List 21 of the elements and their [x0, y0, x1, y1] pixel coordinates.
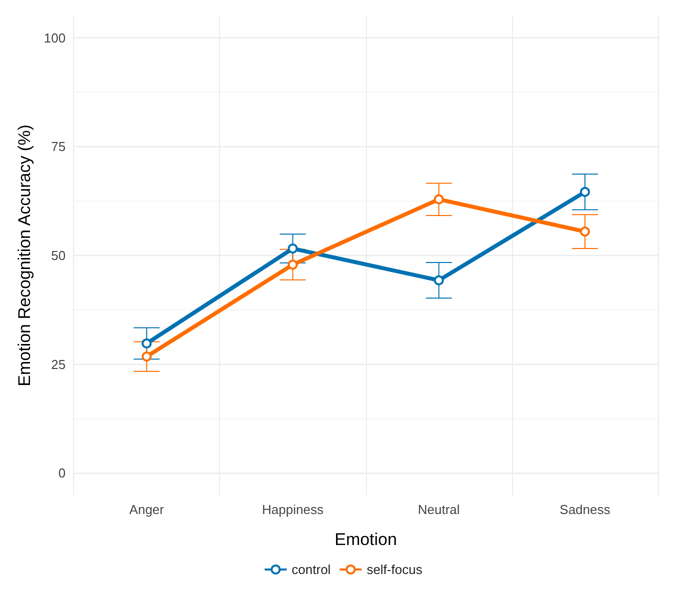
- y-tick-label: 100: [44, 30, 66, 46]
- y-tick-label: 75: [51, 139, 66, 154]
- y-axis-title: Emotion Recognition Accuracy (%): [15, 124, 34, 386]
- point: [142, 338, 152, 348]
- point: [434, 275, 444, 286]
- y-tick-label: 0: [58, 466, 66, 481]
- x-tick-label: Happiness: [262, 502, 324, 517]
- x-tick-label: Neutral: [418, 502, 460, 517]
- x-axis-title: Emotion: [334, 530, 397, 549]
- x-tick-label: Sadness: [560, 502, 611, 517]
- y-tick-label: 25: [51, 356, 66, 372]
- point: [434, 194, 444, 204]
- legend-label: control: [292, 562, 331, 577]
- point: [142, 352, 152, 362]
- point: [580, 186, 590, 197]
- y-tick-label: 50: [51, 248, 66, 263]
- legend-label: self-focus: [366, 562, 423, 577]
- point: [288, 244, 298, 254]
- point: [580, 226, 590, 237]
- point: [288, 260, 298, 270]
- x-tick-label: Anger: [129, 502, 165, 517]
